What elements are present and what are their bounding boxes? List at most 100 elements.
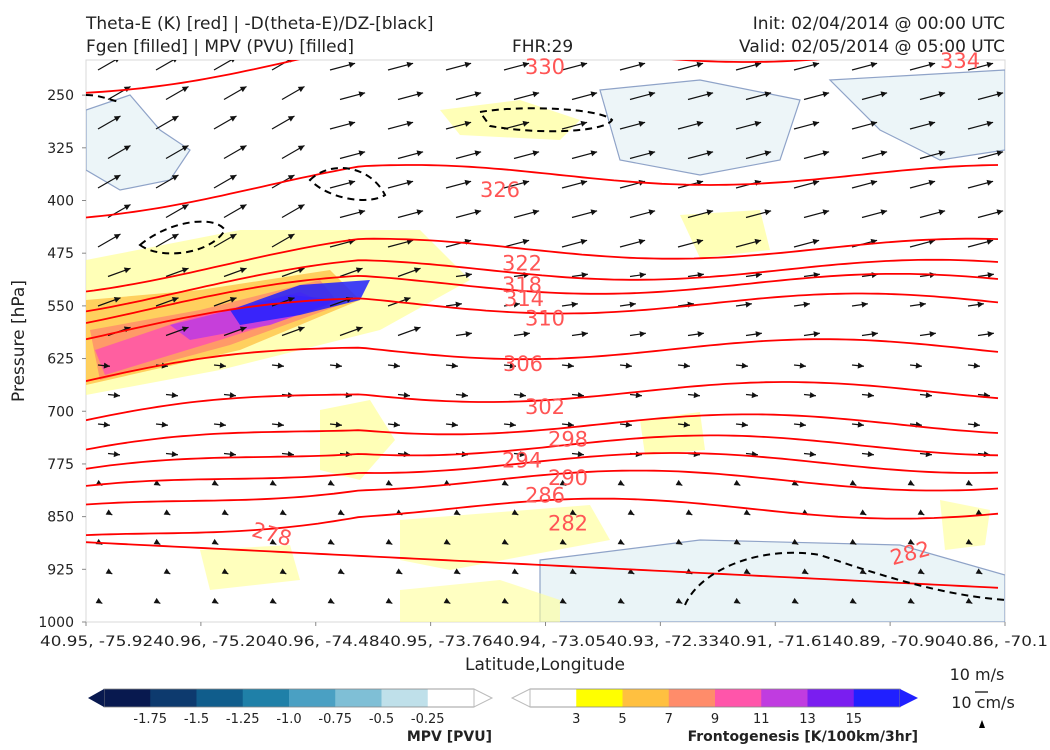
- filled-region: [440, 100, 580, 140]
- wind-vector-head: [522, 179, 530, 186]
- wind-vector-head: [755, 272, 762, 279]
- ref-arrow-vertical-head: [979, 720, 985, 728]
- wind-vector-head: [764, 209, 772, 216]
- mpv-colorbar-tick: -0.5: [369, 712, 394, 727]
- wind-vector-head: [269, 479, 277, 486]
- wind-vector-head: [453, 509, 461, 515]
- wind-vector-head: [635, 392, 642, 399]
- wind-vector-head: [791, 597, 799, 604]
- valid-time: Valid: 02/05/2014 @ 05:00 UTC: [739, 37, 1005, 57]
- wind-vector-head: [915, 362, 922, 369]
- filled-region: [230, 280, 370, 325]
- wind-vector-head: [211, 538, 219, 545]
- wind-vector-head: [986, 179, 994, 186]
- wind-vector-head: [870, 120, 878, 127]
- filled-region: [680, 210, 770, 258]
- wind-vector-head: [580, 61, 588, 68]
- fgen-colorbar-swatch: [668, 689, 716, 707]
- theta-e-label: 318: [502, 273, 542, 297]
- wind-vector-head: [211, 479, 219, 486]
- wind-vector-head: [870, 179, 878, 186]
- wind-vector-head: [764, 150, 772, 157]
- mpv-colorbar-tick: -1.25: [226, 712, 260, 727]
- mpv-colorbar-title: MPV [PVU]: [407, 729, 492, 745]
- wind-vector-head: [859, 509, 867, 515]
- wind-vector-head: [617, 597, 625, 604]
- wind-vector-head: [297, 267, 305, 274]
- wind-vector-head: [675, 538, 683, 545]
- wind-vector-head: [907, 538, 915, 545]
- wind-vector-head: [849, 597, 857, 604]
- wind-vector-head: [925, 392, 932, 399]
- wind-vector-head: [335, 421, 342, 428]
- wind-vector-head: [406, 179, 414, 186]
- init-time: Init: 02/04/2014 @ 00:00 UTC: [752, 14, 1005, 34]
- wind-vector-head: [675, 597, 683, 604]
- wind-vector-head: [683, 421, 690, 428]
- wind-vector-head: [229, 297, 237, 303]
- wind-vector-head: [569, 509, 577, 515]
- ddz-contours: [86, 94, 1005, 606]
- wind-vector-head: [355, 267, 363, 274]
- wind-vector-head: [590, 209, 598, 216]
- wind-vector-head: [822, 150, 830, 157]
- wind-vector-head: [239, 86, 247, 93]
- y-tick-label: 775: [47, 457, 74, 473]
- wind-vector-head: [511, 568, 519, 574]
- x-tick-label: 40.95, -75.9240.96, -75.2040.96, -74.484…: [40, 634, 1048, 650]
- wind-vector-head: [627, 509, 635, 515]
- y-tick-label: 850: [47, 510, 74, 526]
- wind-vector-head: [754, 61, 762, 68]
- wind-vector-head: [287, 297, 295, 303]
- wind-vector-head: [581, 272, 588, 279]
- wind-vector-head: [973, 421, 980, 428]
- wind-vector-head: [648, 150, 656, 157]
- wind-vector-head: [867, 392, 874, 399]
- wind-vector-head: [297, 145, 305, 152]
- wind-vector-head: [358, 209, 366, 216]
- wind-vector-head: [113, 451, 120, 458]
- wind-vector-head: [743, 568, 751, 574]
- wind-vector-head: [348, 120, 356, 127]
- y-tick-label: 400: [47, 194, 74, 210]
- wind-vector-head: [287, 451, 294, 458]
- wind-vector-head: [297, 204, 305, 211]
- wind-vector: [97, 60, 117, 71]
- theta-e-label: 314: [504, 287, 544, 311]
- wind-vector-head: [395, 568, 403, 574]
- wind-vector-head: [938, 150, 946, 157]
- title-line-1: Theta-E (K) [red] | -D(theta-E)/DZ-[blac…: [86, 14, 434, 34]
- wind-vector-head: [358, 150, 366, 157]
- wind-vector-head: [559, 479, 567, 486]
- wind-vector-head: [181, 145, 189, 152]
- wind-vector-head: [123, 145, 131, 152]
- wind-vector-head: [327, 538, 335, 545]
- wind-vector-head: [287, 175, 295, 181]
- wind-vector-head: [443, 597, 451, 604]
- wind-vector-head: [523, 331, 530, 338]
- mpv-colorbar-tick: -0.25: [411, 712, 445, 727]
- wind-vector-head: [580, 120, 588, 127]
- wind-vector-head: [938, 209, 946, 216]
- wind-vector-head: [327, 597, 335, 604]
- wind-vector-head: [416, 209, 424, 216]
- mpv-colorbar-swatch: [335, 689, 382, 707]
- wind-vector-head: [928, 61, 936, 68]
- wind-vector-head: [919, 301, 926, 308]
- theta-e-label: 282: [548, 512, 588, 536]
- wind-vector-head: [532, 91, 540, 98]
- y-tick-label: 925: [47, 562, 74, 578]
- wind-vector: [213, 60, 233, 71]
- wind-vector-head: [965, 479, 973, 486]
- wind-vector-head: [986, 238, 994, 245]
- wind-vector-head: [161, 421, 168, 428]
- mpv-colorbar-extend: [473, 688, 494, 708]
- wind-vector-head: [791, 479, 799, 486]
- y-axis: 250 325 400 475 550 625 700 775 850 925 1000: [38, 88, 86, 631]
- wind-vectors: [95, 60, 1004, 605]
- wind-vector-head: [697, 331, 704, 338]
- mpv-colorbar-swatch: [242, 689, 290, 707]
- theta-e-line: [86, 413, 999, 451]
- wind-vector-head: [577, 392, 584, 399]
- wind-vector-head: [239, 204, 247, 211]
